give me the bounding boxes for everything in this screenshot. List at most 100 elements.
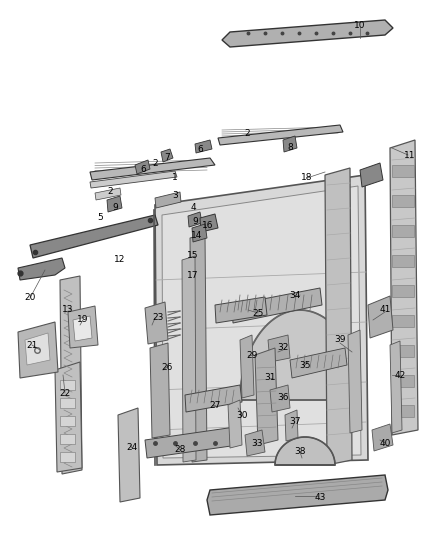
Polygon shape: [283, 136, 297, 152]
Text: 32: 32: [277, 343, 289, 352]
Text: 25: 25: [252, 309, 264, 318]
Text: 42: 42: [394, 370, 406, 379]
Text: 7: 7: [164, 154, 170, 163]
Polygon shape: [222, 20, 393, 47]
Polygon shape: [18, 322, 58, 378]
Polygon shape: [268, 335, 290, 362]
Polygon shape: [18, 258, 65, 280]
Text: 1: 1: [172, 174, 178, 182]
Text: 27: 27: [209, 400, 221, 409]
Polygon shape: [285, 410, 298, 441]
Polygon shape: [30, 215, 158, 258]
Text: 9: 9: [192, 217, 198, 227]
FancyBboxPatch shape: [392, 315, 414, 327]
Polygon shape: [275, 437, 335, 465]
Polygon shape: [232, 288, 322, 323]
Polygon shape: [162, 186, 361, 458]
Polygon shape: [290, 348, 347, 378]
Text: 28: 28: [174, 446, 186, 455]
Polygon shape: [161, 149, 173, 162]
Text: 9: 9: [112, 203, 118, 212]
Text: 2: 2: [152, 158, 158, 167]
Text: 20: 20: [25, 294, 35, 303]
Text: 36: 36: [277, 393, 289, 402]
Text: 37: 37: [289, 417, 301, 426]
Text: 14: 14: [191, 231, 203, 240]
Text: 4: 4: [190, 204, 196, 213]
Text: 11: 11: [404, 150, 416, 159]
Text: 35: 35: [299, 360, 311, 369]
Polygon shape: [145, 427, 238, 458]
Text: 15: 15: [187, 251, 199, 260]
Text: 22: 22: [60, 389, 71, 398]
Text: 18: 18: [301, 174, 313, 182]
Polygon shape: [192, 224, 207, 242]
Polygon shape: [188, 212, 202, 227]
Polygon shape: [270, 385, 290, 412]
Polygon shape: [228, 400, 242, 448]
Polygon shape: [190, 234, 207, 462]
Text: 5: 5: [97, 214, 103, 222]
Polygon shape: [360, 163, 383, 187]
Text: 34: 34: [290, 290, 301, 300]
Text: 17: 17: [187, 271, 199, 279]
Polygon shape: [150, 343, 170, 438]
FancyBboxPatch shape: [392, 195, 414, 207]
Polygon shape: [200, 214, 218, 232]
Polygon shape: [368, 296, 393, 338]
FancyBboxPatch shape: [60, 452, 75, 462]
Polygon shape: [207, 475, 388, 515]
Polygon shape: [60, 276, 82, 474]
FancyBboxPatch shape: [60, 398, 75, 408]
Polygon shape: [348, 330, 362, 433]
Polygon shape: [95, 188, 121, 200]
FancyBboxPatch shape: [60, 416, 75, 426]
Polygon shape: [155, 175, 368, 465]
Text: 2: 2: [244, 128, 250, 138]
Polygon shape: [25, 333, 50, 365]
Text: 3: 3: [172, 190, 178, 199]
Text: 12: 12: [114, 255, 126, 264]
Text: 23: 23: [152, 313, 164, 322]
Polygon shape: [195, 140, 212, 153]
Polygon shape: [255, 348, 278, 445]
FancyBboxPatch shape: [392, 225, 414, 237]
Polygon shape: [215, 297, 267, 323]
FancyBboxPatch shape: [392, 285, 414, 297]
Text: 33: 33: [251, 439, 263, 448]
Polygon shape: [240, 310, 360, 400]
Text: 16: 16: [202, 221, 214, 230]
Text: 39: 39: [334, 335, 346, 344]
Polygon shape: [135, 160, 150, 174]
Text: 24: 24: [127, 443, 138, 453]
Polygon shape: [90, 171, 177, 188]
Text: 21: 21: [26, 341, 38, 350]
Polygon shape: [68, 306, 98, 348]
Text: 6: 6: [140, 166, 146, 174]
Polygon shape: [55, 362, 82, 472]
FancyBboxPatch shape: [392, 345, 414, 357]
Text: 13: 13: [62, 305, 74, 314]
Text: 8: 8: [287, 143, 293, 152]
Text: 19: 19: [77, 316, 89, 325]
Text: 43: 43: [314, 494, 326, 503]
Text: 38: 38: [294, 448, 306, 456]
FancyBboxPatch shape: [60, 434, 75, 444]
Text: 31: 31: [264, 374, 276, 383]
FancyBboxPatch shape: [392, 375, 414, 387]
Polygon shape: [185, 385, 242, 412]
Polygon shape: [218, 125, 343, 145]
Text: 2: 2: [107, 188, 113, 197]
FancyBboxPatch shape: [392, 165, 414, 177]
FancyBboxPatch shape: [60, 380, 75, 390]
Polygon shape: [90, 158, 215, 180]
Text: 41: 41: [379, 305, 391, 314]
Polygon shape: [372, 424, 393, 451]
Polygon shape: [118, 408, 140, 502]
Text: 29: 29: [246, 351, 258, 359]
Polygon shape: [73, 316, 92, 341]
Polygon shape: [107, 196, 122, 212]
FancyBboxPatch shape: [392, 255, 414, 267]
Polygon shape: [240, 335, 254, 398]
Polygon shape: [145, 302, 168, 344]
